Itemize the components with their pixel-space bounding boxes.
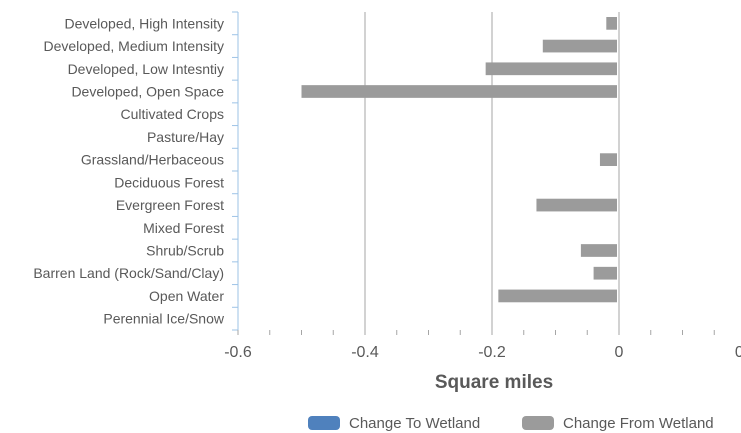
category-label: Grassland/Herbaceous <box>81 152 224 168</box>
legend-swatch <box>308 416 340 430</box>
x-tick-label: -0.2 <box>478 344 506 361</box>
category-label: Evergreen Forest <box>116 197 224 213</box>
category-label: Cultivated Crops <box>121 106 225 122</box>
legend: Change To Wetland Change From Wetland <box>308 415 714 432</box>
category-label: Deciduous Forest <box>114 174 224 190</box>
category-label: Pasture/Hay <box>147 129 224 145</box>
legend-swatch <box>522 416 554 430</box>
category-label: Barren Land (Rock/Sand/Clay) <box>33 265 224 281</box>
x-tick-label: 0 <box>615 344 624 361</box>
x-tick-label: -0.4 <box>351 344 379 361</box>
category-label: Developed, Low Intesntiy <box>68 61 224 77</box>
x-axis: -0.6 -0.4 -0.2 0 0.2 <box>224 330 741 361</box>
bar <box>599 153 617 167</box>
bar <box>580 244 617 257</box>
bar <box>536 198 617 212</box>
category-label: Developed, Open Space <box>71 84 224 100</box>
bar <box>301 85 617 98</box>
bar <box>593 266 617 280</box>
legend-label: Change From Wetland <box>563 415 714 432</box>
x-tick-label: -0.6 <box>224 344 252 361</box>
bar <box>542 39 617 53</box>
gridlines <box>237 12 620 330</box>
bar <box>485 62 617 76</box>
category-label: Shrub/Scrub <box>146 243 224 259</box>
x-axis-title: Square miles <box>435 372 553 393</box>
category-label: Developed, High Intensity <box>64 15 224 31</box>
legend-label: Change To Wetland <box>349 415 480 432</box>
category-label: Open Water <box>149 288 224 304</box>
category-label: Perennial Ice/Snow <box>103 311 225 327</box>
bars <box>301 16 617 303</box>
x-tick-label: 0.2 <box>735 344 741 361</box>
category-label: Mixed Forest <box>143 220 224 236</box>
bar <box>606 16 617 30</box>
category-labels: Developed, High Intensity Developed, Medi… <box>33 15 225 326</box>
y-axis <box>232 11 239 331</box>
bar <box>498 289 617 303</box>
category-label: Developed, Medium Intensity <box>43 38 224 54</box>
